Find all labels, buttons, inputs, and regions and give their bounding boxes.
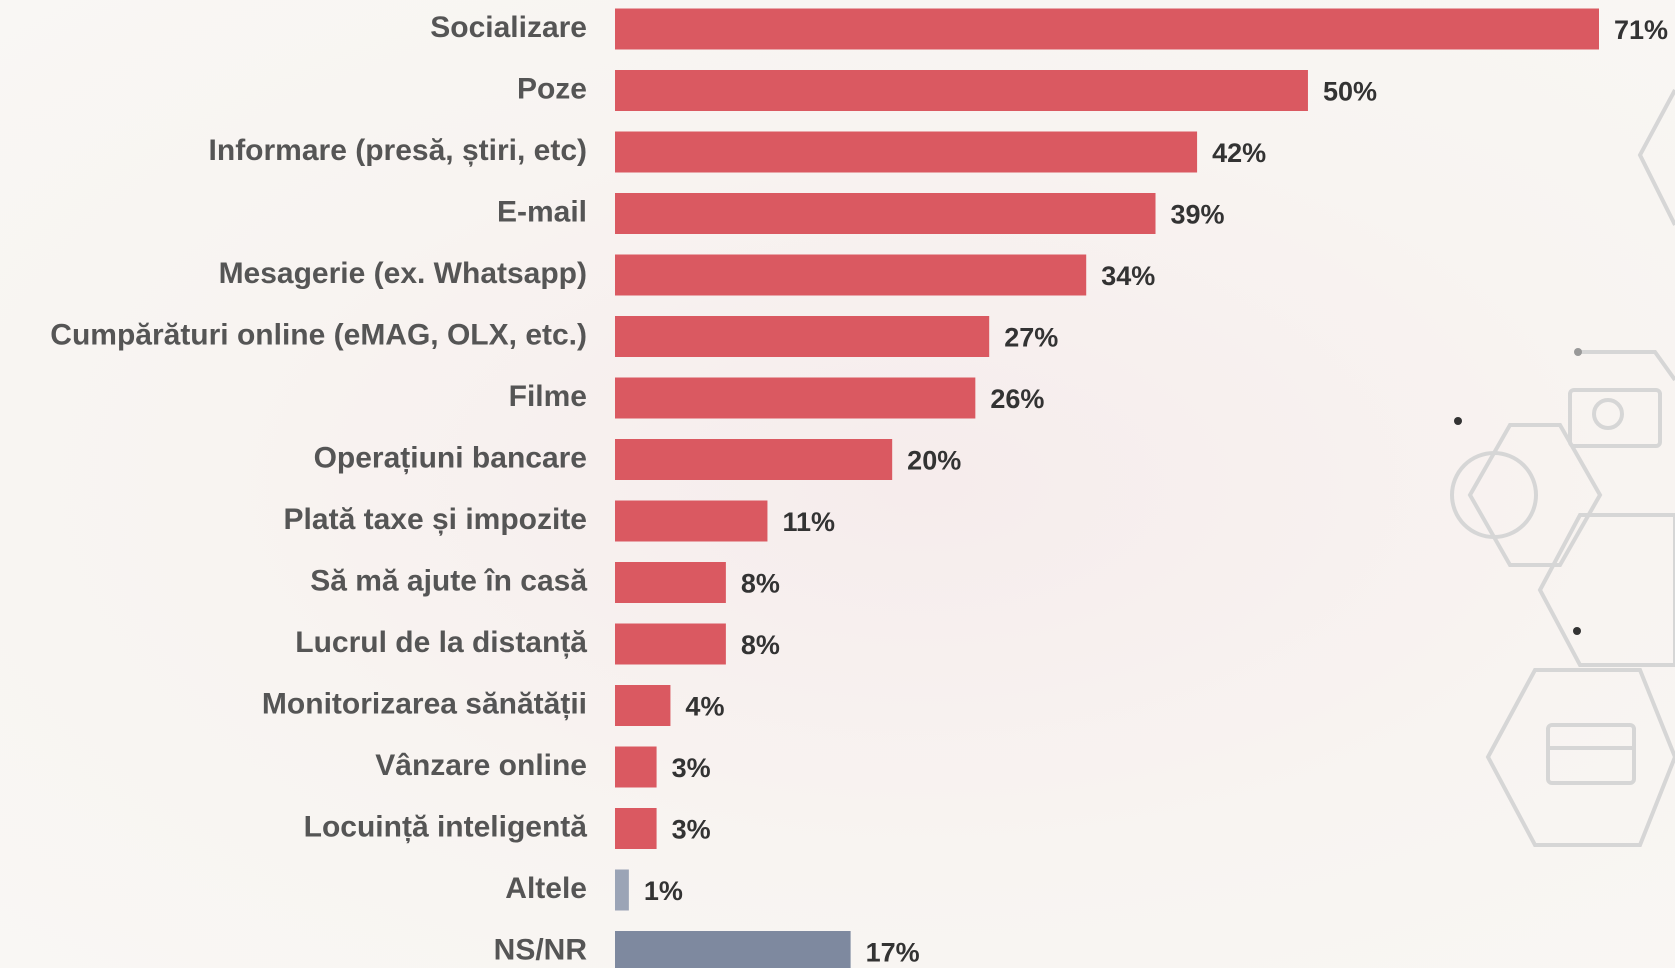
value-label: 71% bbox=[1614, 15, 1668, 45]
category-label: Monitorizarea sănătății bbox=[262, 687, 587, 720]
bar bbox=[615, 255, 1086, 296]
decoration bbox=[1452, 90, 1675, 845]
bar bbox=[615, 439, 892, 480]
value-label: 8% bbox=[741, 569, 780, 599]
category-label: E-mail bbox=[497, 195, 587, 228]
value-label: 3% bbox=[672, 815, 711, 845]
page: Socializare 71% Poze 50% Informare (presă, ș… bbox=[0, 0, 1675, 968]
bar bbox=[615, 132, 1197, 173]
bar bbox=[615, 501, 767, 542]
category-label: Lucrul de la distanță bbox=[295, 626, 587, 659]
value-label: 17% bbox=[866, 938, 920, 968]
value-label: 20% bbox=[907, 446, 961, 476]
bar bbox=[615, 316, 989, 357]
bar bbox=[615, 193, 1156, 234]
value-label: 34% bbox=[1101, 261, 1155, 291]
value-label: 50% bbox=[1323, 77, 1377, 107]
bar bbox=[615, 808, 657, 849]
value-label: 4% bbox=[685, 692, 724, 722]
category-label: Să mă ajute în casă bbox=[310, 564, 587, 597]
value-label: 1% bbox=[644, 876, 683, 906]
bar bbox=[615, 931, 851, 968]
category-label: Filme bbox=[509, 380, 587, 413]
bar bbox=[615, 685, 670, 726]
category-label: Locuință inteligentă bbox=[304, 810, 588, 843]
value-label: 8% bbox=[741, 630, 780, 660]
chart: Socializare 71% Poze 50% Informare (presă, ș… bbox=[0, 0, 1675, 968]
value-label: 26% bbox=[990, 384, 1044, 414]
category-label: Altele bbox=[505, 872, 587, 905]
value-label: 42% bbox=[1212, 138, 1266, 168]
bar bbox=[615, 378, 975, 419]
bar bbox=[615, 747, 657, 788]
category-label: Informare (presă, știri, etc) bbox=[209, 134, 587, 167]
value-label: 39% bbox=[1171, 200, 1225, 230]
value-label: 11% bbox=[782, 507, 835, 537]
category-label: Vânzare online bbox=[375, 749, 587, 782]
value-label: 3% bbox=[672, 753, 711, 783]
bar bbox=[615, 562, 726, 603]
category-label: Cumpărături online (eMAG, OLX, etc.) bbox=[50, 318, 587, 351]
bar bbox=[615, 624, 726, 665]
bar bbox=[615, 70, 1308, 111]
category-label: Mesagerie (ex. Whatsapp) bbox=[219, 257, 587, 290]
category-label: NS/NR bbox=[494, 933, 588, 966]
bar bbox=[615, 9, 1599, 50]
value-label: 27% bbox=[1004, 323, 1058, 353]
category-label: Poze bbox=[517, 72, 587, 105]
category-label: Operațiuni bancare bbox=[314, 441, 587, 474]
bar bbox=[615, 870, 629, 911]
category-label: Socializare bbox=[430, 11, 587, 44]
category-label: Plată taxe și impozite bbox=[284, 503, 587, 536]
